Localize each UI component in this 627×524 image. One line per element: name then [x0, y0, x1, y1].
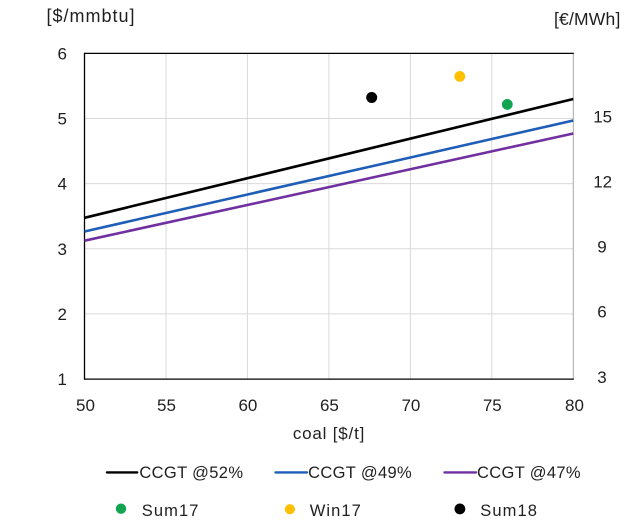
svg-text:75: 75 [483, 396, 502, 415]
svg-text:[€/MWh]: [€/MWh] [554, 9, 621, 29]
svg-text:55: 55 [157, 396, 176, 415]
svg-text:6: 6 [597, 303, 606, 322]
svg-text:1: 1 [58, 370, 67, 389]
svg-text:2: 2 [58, 305, 67, 324]
svg-text:Sum17: Sum17 [142, 502, 200, 520]
svg-text:60: 60 [238, 396, 257, 415]
svg-text:65: 65 [320, 396, 339, 415]
svg-text:3: 3 [58, 240, 67, 259]
svg-text:coal [$/t]: coal [$/t] [293, 424, 365, 443]
svg-text:50: 50 [76, 396, 95, 415]
svg-text:70: 70 [401, 396, 420, 415]
svg-text:9: 9 [597, 238, 606, 257]
svg-text:Sum18: Sum18 [480, 502, 538, 520]
svg-text:80: 80 [565, 396, 584, 415]
svg-text:12: 12 [593, 172, 612, 191]
svg-text:15: 15 [593, 107, 612, 126]
svg-text:5: 5 [58, 110, 67, 129]
svg-text:CCGT @52%: CCGT @52% [139, 464, 243, 482]
svg-text:3: 3 [597, 368, 606, 387]
svg-text:[$/mmbtu]: [$/mmbtu] [47, 6, 136, 26]
svg-text:CCGT @49%: CCGT @49% [308, 464, 412, 482]
svg-text:6: 6 [58, 44, 67, 63]
svg-text:Win17: Win17 [310, 502, 362, 520]
svg-text:4: 4 [58, 175, 67, 194]
svg-text:CCGT @47%: CCGT @47% [477, 464, 581, 482]
